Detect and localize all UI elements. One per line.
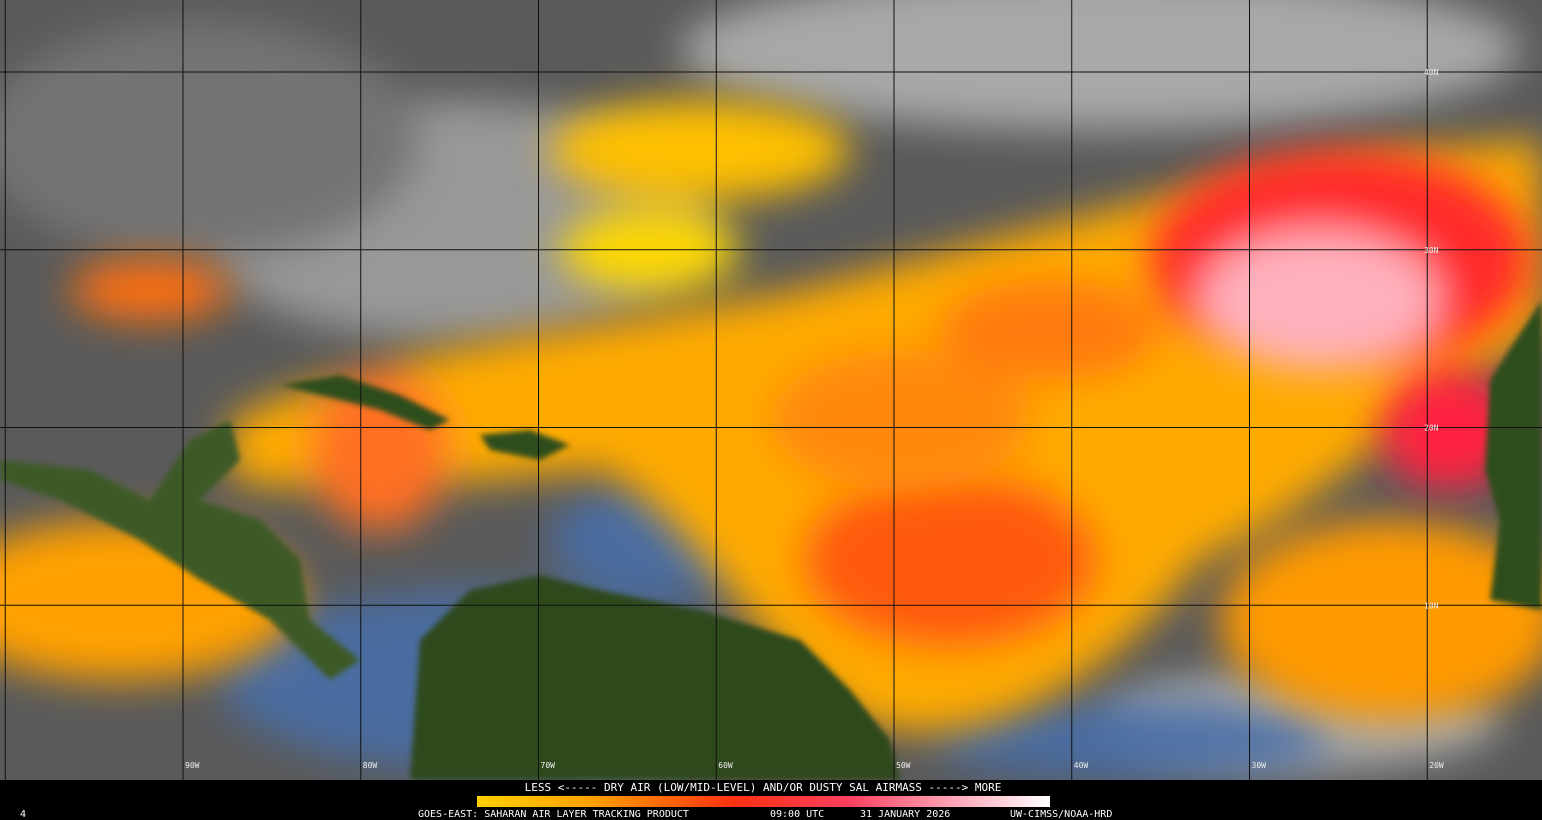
longitude-label: 40W <box>1074 761 1089 770</box>
longitude-label: 20W <box>1429 761 1444 770</box>
time: 09:00 UTC <box>770 809 824 820</box>
product-name: GOES-EAST: SAHARAN AIR LAYER TRACKING PR… <box>418 809 689 820</box>
longitude-label: 50W <box>896 761 911 770</box>
footer-bar: LESS <----- DRY AIR (LOW/MID-LEVEL) AND/… <box>0 780 1542 820</box>
date: 31 JANUARY 2026 <box>860 809 950 820</box>
latitude-label: 20N <box>1424 424 1439 433</box>
grid <box>0 0 1542 780</box>
latitude-label: 10N <box>1424 601 1439 610</box>
longitude-label: 70W <box>541 761 556 770</box>
latitude-label: 40N <box>1424 68 1439 77</box>
legend-caption: LESS <----- DRY AIR (LOW/MID-LEVEL) AND/… <box>525 781 1002 794</box>
frame-number: 4 <box>20 809 26 820</box>
longitude-label: 60W <box>718 761 733 770</box>
land <box>0 300 1542 780</box>
longitude-label: 80W <box>363 761 378 770</box>
latitude-label: 30N <box>1424 246 1439 255</box>
longitude-label: 90W <box>185 761 200 770</box>
credit: UW-CIMSS/NOAA-HRD <box>1010 809 1112 820</box>
imagery <box>0 0 1542 780</box>
longitude-label: 30W <box>1252 761 1267 770</box>
colorbar <box>477 796 1050 807</box>
